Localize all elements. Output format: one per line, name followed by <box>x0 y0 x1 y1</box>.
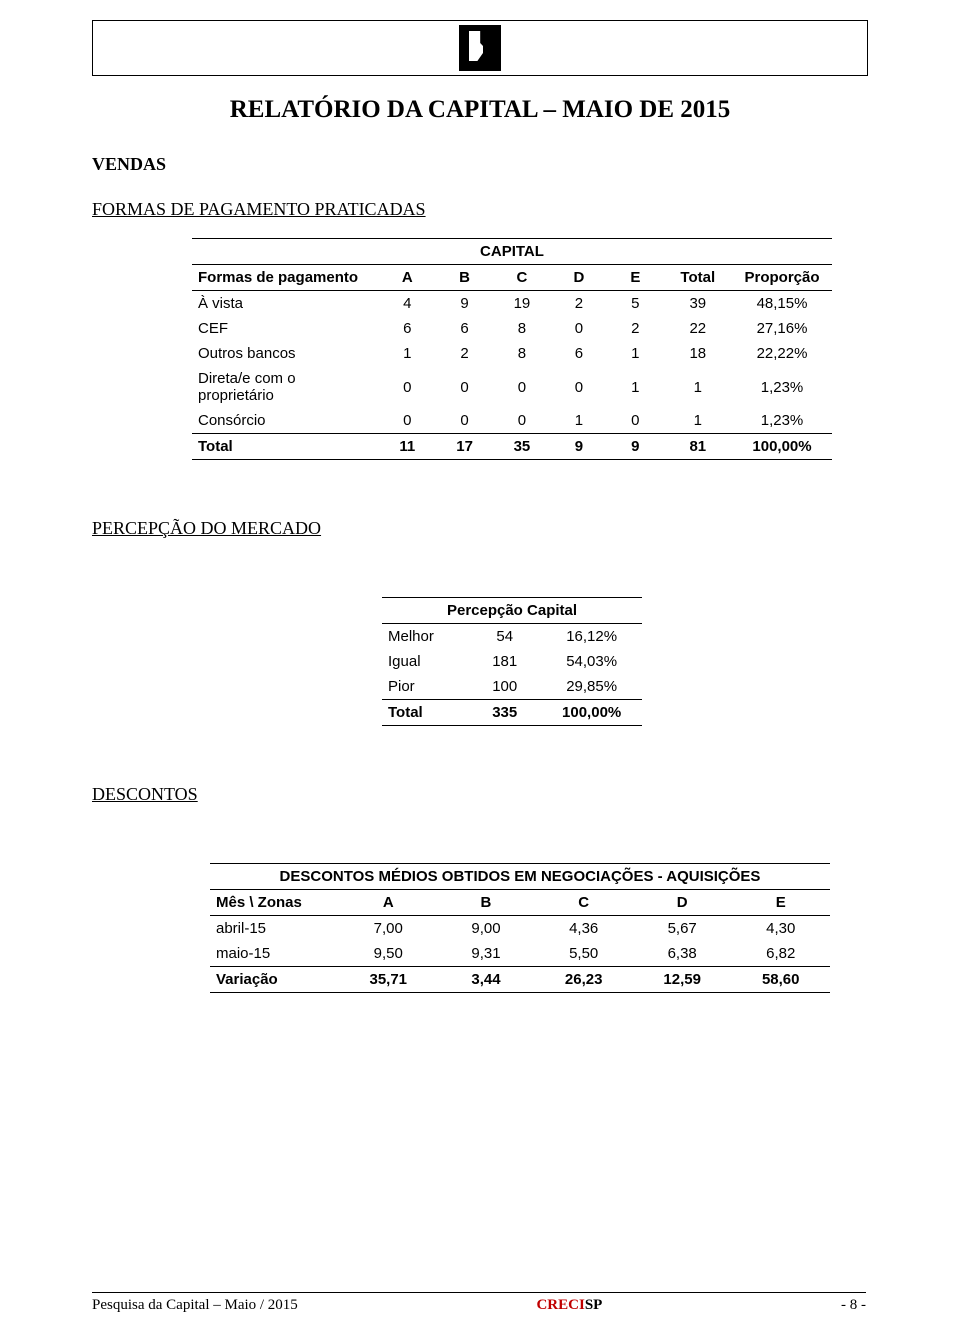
page: RELATÓRIO DA CAPITAL – MAIO DE 2015 VEND… <box>0 0 960 1342</box>
table-row: Consórcio0001011,23% <box>192 408 832 434</box>
formas-table: CAPITAL Formas de pagamento A B C D E To… <box>192 238 832 460</box>
desc-col-5: E <box>731 890 830 916</box>
footer-left: Pesquisa da Capital – Maio / 2015 <box>92 1297 298 1314</box>
percepcao-total-row: Total335100,00% <box>382 700 642 726</box>
section-descontos: DESCONTOS <box>92 784 868 805</box>
formas-col-5: E <box>607 265 663 291</box>
section-vendas: VENDAS <box>92 154 868 175</box>
header-logo-frame <box>92 20 868 76</box>
table-row: Pior10029,85% <box>382 674 642 700</box>
page-title: RELATÓRIO DA CAPITAL – MAIO DE 2015 <box>92 96 868 124</box>
table-row: Melhor5416,12% <box>382 624 642 650</box>
descontos-total-row: Variação35,713,4426,2312,5958,60 <box>210 967 830 993</box>
formas-caption: CAPITAL <box>192 239 832 265</box>
formas-col-3: C <box>493 265 550 291</box>
footer-center-red: CRECI <box>536 1297 584 1313</box>
table-row: abril-157,009,004,365,674,30 <box>210 916 830 942</box>
formas-total-row: Total1117359981100,00% <box>192 434 832 460</box>
desc-col-4: D <box>633 890 732 916</box>
table-row: maio-159,509,315,506,386,82 <box>210 941 830 967</box>
formas-col-6: Total <box>664 265 732 291</box>
formas-col-0: Formas de pagamento <box>192 265 379 291</box>
footer-center: CRECISP <box>536 1297 602 1314</box>
page-footer: Pesquisa da Capital – Maio / 2015 CRECIS… <box>92 1292 866 1314</box>
percepcao-caption: Percepção Capital <box>382 598 642 624</box>
formas-col-7: Proporção <box>732 265 832 291</box>
table-row: Outros bancos128611822,22% <box>192 341 832 366</box>
desc-col-3: C <box>534 890 633 916</box>
section-percepcao: PERCEPÇÃO DO MERCADO <box>92 518 868 539</box>
desc-col-0: Mês \ Zonas <box>210 890 339 916</box>
footer-right: - 8 - <box>841 1297 866 1314</box>
desc-col-2: B <box>438 890 535 916</box>
table-row: CEF668022227,16% <box>192 316 832 341</box>
table-row: Igual18154,03% <box>382 649 642 674</box>
table-row: À vista4919253948,15% <box>192 291 832 317</box>
desc-col-1: A <box>339 890 438 916</box>
footer-center-black: SP <box>585 1297 603 1313</box>
formas-col-1: A <box>379 265 436 291</box>
table-row: Direta/e com o proprietário0000111,23% <box>192 366 832 408</box>
descontos-table: DESCONTOS MÉDIOS OBTIDOS EM NEGOCIAÇÕES … <box>210 863 830 993</box>
percepcao-table: Percepção Capital Melhor5416,12% Igual18… <box>382 597 642 726</box>
formas-col-4: D <box>551 265 608 291</box>
formas-col-2: B <box>436 265 493 291</box>
section-formas: FORMAS DE PAGAMENTO PRATICADAS <box>92 199 868 220</box>
logo-icon <box>459 25 501 71</box>
descontos-caption: DESCONTOS MÉDIOS OBTIDOS EM NEGOCIAÇÕES … <box>210 864 830 890</box>
